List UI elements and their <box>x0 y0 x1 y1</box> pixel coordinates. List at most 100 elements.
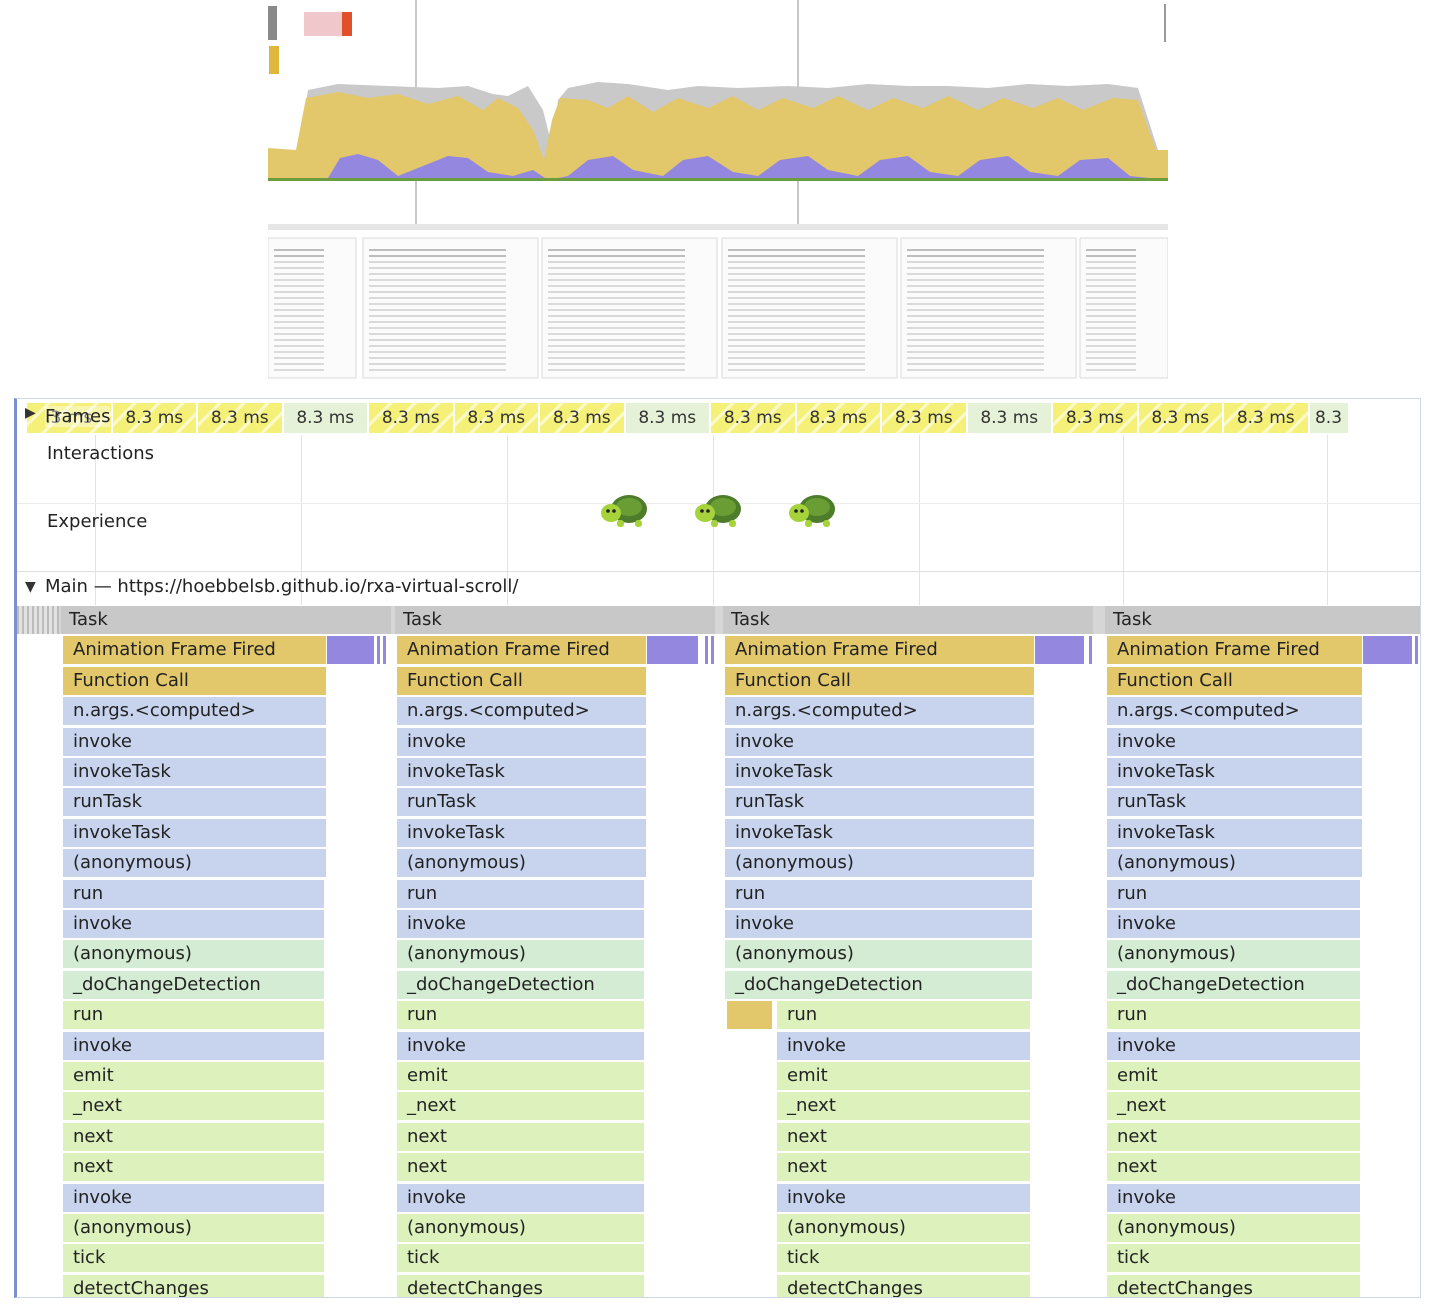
call-frame[interactable]: next <box>777 1122 1031 1151</box>
frame-segment[interactable]: 8.3 ms <box>967 403 1053 433</box>
rendering-bar[interactable] <box>1415 636 1419 665</box>
call-frame[interactable]: Animation Frame Fired <box>63 636 327 665</box>
call-frame[interactable]: Animation Frame Fired <box>1107 636 1363 665</box>
call-frame[interactable]: invoke <box>1107 910 1361 938</box>
call-frame[interactable]: invoke <box>397 727 647 756</box>
call-frame[interactable]: invokeTask <box>63 758 327 786</box>
call-frame[interactable]: invoke <box>397 1183 645 1212</box>
frame-segment[interactable]: 8.3 ms <box>711 403 797 433</box>
call-frame[interactable]: invokeTask <box>397 818 647 847</box>
call-frame[interactable]: run <box>1107 879 1361 908</box>
call-frame[interactable]: (anonymous) <box>397 849 647 878</box>
call-frame[interactable]: tick <box>1107 1244 1361 1273</box>
task-bar[interactable]: Task <box>61 606 391 634</box>
frame-segment[interactable]: 8.3 ms <box>625 403 711 433</box>
frame-segment[interactable]: 8.3 ms <box>882 403 968 433</box>
triangle-down-icon[interactable]: ▼ <box>25 579 36 595</box>
call-frame[interactable]: detectChanges <box>777 1274 1031 1297</box>
call-frame[interactable]: (anonymous) <box>397 1214 645 1242</box>
call-frame[interactable]: emit <box>777 1062 1031 1090</box>
task-bar[interactable]: Task <box>1105 606 1420 634</box>
call-frame[interactable]: (anonymous) <box>777 1214 1031 1242</box>
call-frame[interactable]: _doChangeDetection <box>63 970 325 999</box>
scripting-bar[interactable] <box>727 1001 773 1030</box>
call-frame[interactable]: detectChanges <box>63 1274 325 1297</box>
rendering-bar[interactable] <box>383 636 387 665</box>
call-frame[interactable]: Animation Frame Fired <box>725 636 1035 665</box>
call-frame[interactable]: (anonymous) <box>1107 940 1361 969</box>
call-frame[interactable]: run <box>63 1001 325 1030</box>
call-frame[interactable]: invokeTask <box>1107 818 1363 847</box>
frame-segment[interactable]: 8.3 ms <box>796 403 882 433</box>
call-frame[interactable]: Animation Frame Fired <box>397 636 647 665</box>
call-frame[interactable]: next <box>1107 1153 1361 1182</box>
frame-segment[interactable]: 8.3 ms <box>198 403 284 433</box>
call-frame[interactable]: invoke <box>397 910 645 938</box>
frame-segment[interactable]: 8.3 ms <box>112 403 198 433</box>
turtle-icon[interactable] <box>787 487 839 531</box>
call-frame[interactable]: emit <box>1107 1062 1361 1090</box>
call-frame[interactable]: run <box>397 1001 645 1030</box>
call-frame[interactable]: invokeTask <box>397 758 647 786</box>
call-frame[interactable]: _next <box>63 1092 325 1121</box>
frame-segment[interactable]: 8.3 ms <box>1224 403 1310 433</box>
call-frame[interactable]: Function Call <box>725 666 1035 695</box>
call-frame[interactable]: next <box>777 1153 1031 1182</box>
call-frame[interactable]: invoke <box>725 727 1035 756</box>
call-frame[interactable]: run <box>725 879 1033 908</box>
call-frame[interactable]: invoke <box>1107 1031 1361 1060</box>
call-frame[interactable]: invoke <box>397 1031 645 1060</box>
call-frame[interactable]: _doChangeDetection <box>725 970 1033 999</box>
rendering-bar[interactable] <box>1363 636 1413 665</box>
call-frame[interactable]: run <box>397 879 645 908</box>
call-frame[interactable]: next <box>397 1122 645 1151</box>
rendering-bar[interactable] <box>327 636 375 665</box>
rendering-bar[interactable] <box>1089 636 1093 665</box>
call-frame[interactable]: invoke <box>63 910 325 938</box>
frame-segment[interactable]: 8.3 ms <box>369 403 455 433</box>
call-frame[interactable]: (anonymous) <box>63 1214 325 1242</box>
call-frame[interactable]: invokeTask <box>1107 758 1363 786</box>
call-frame[interactable]: _next <box>1107 1092 1361 1121</box>
frame-segment[interactable]: 8.3 ms <box>1053 403 1139 433</box>
frames-track[interactable]: .3 ms 8.3 ms 8.3 ms 8.3 ms 8.3 ms 8.3 ms 8.3 m… <box>17 403 1420 433</box>
frame-segment[interactable]: 8.3 ms <box>540 403 626 433</box>
call-frame[interactable]: _next <box>397 1092 645 1121</box>
call-frame[interactable]: tick <box>63 1244 325 1273</box>
task-bar[interactable]: Task <box>395 606 715 634</box>
rendering-bar[interactable] <box>1035 636 1085 665</box>
frame-segment[interactable]: 8.3 ms <box>454 403 540 433</box>
call-frame[interactable]: Function Call <box>1107 666 1363 695</box>
call-frame[interactable]: (anonymous) <box>397 940 645 969</box>
call-frame[interactable]: invoke <box>777 1031 1031 1060</box>
triangle-right-icon[interactable]: ▶ <box>25 405 36 421</box>
call-frame[interactable]: _doChangeDetection <box>397 970 645 999</box>
timeline-overview[interactable] <box>267 0 1169 380</box>
call-frame[interactable]: (anonymous) <box>63 849 327 878</box>
frame-segment[interactable]: 8.3 <box>1309 403 1350 433</box>
frame-segment[interactable]: 8.3 ms <box>1138 403 1224 433</box>
rendering-bar[interactable] <box>705 636 709 665</box>
rendering-bar[interactable] <box>377 636 381 665</box>
turtle-icon[interactable] <box>693 487 745 531</box>
rendering-bar[interactable] <box>647 636 699 665</box>
call-frame[interactable]: next <box>1107 1122 1361 1151</box>
call-frame[interactable]: invokeTask <box>725 758 1035 786</box>
call-frame[interactable]: emit <box>397 1062 645 1090</box>
call-frame[interactable]: run <box>63 879 325 908</box>
call-frame[interactable]: (anonymous) <box>1107 1214 1361 1242</box>
call-frame[interactable]: (anonymous) <box>725 849 1035 878</box>
call-frame[interactable]: (anonymous) <box>63 940 325 969</box>
call-frame[interactable]: next <box>397 1153 645 1182</box>
call-frame[interactable]: _next <box>777 1092 1031 1121</box>
call-frame[interactable]: next <box>63 1122 325 1151</box>
call-frame[interactable]: runTask <box>725 788 1035 817</box>
call-frame[interactable]: invoke <box>63 1031 325 1060</box>
rendering-bar[interactable] <box>711 636 715 665</box>
call-frame[interactable]: n.args.<computed> <box>63 697 327 726</box>
call-frame[interactable]: Function Call <box>397 666 647 695</box>
call-frame[interactable]: _doChangeDetection <box>1107 970 1361 999</box>
call-frame[interactable]: n.args.<computed> <box>725 697 1035 726</box>
turtle-icon[interactable] <box>599 487 651 531</box>
call-frame[interactable]: invoke <box>777 1183 1031 1212</box>
